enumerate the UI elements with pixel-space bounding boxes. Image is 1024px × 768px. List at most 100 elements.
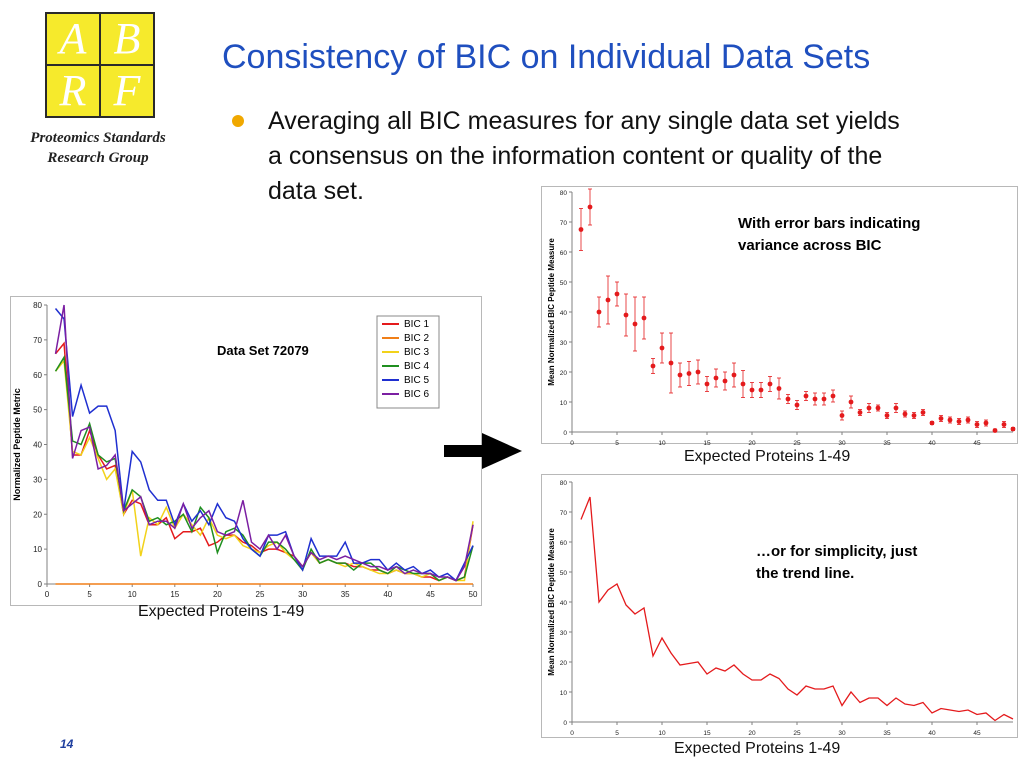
data-point [659,345,665,351]
data-point [974,422,980,427]
data-point [848,399,854,405]
abrf-logo: A B R F [45,12,155,118]
data-point [767,381,773,387]
right-arrow-icon [444,433,522,469]
y-tick-label: 40 [560,600,568,607]
logo-letter-f: F [101,66,153,116]
data-point [731,372,737,378]
left-chart-caption: Expected Proteins 1-49 [138,603,305,620]
bic-line-chart: 0 10 20 30 40 50 60 70 80 0 5 10 15 20 25 30 35 40 45 50 Nor… [10,296,482,606]
x-tick-label: 15 [703,440,711,447]
x-tick-label: 0 [570,440,574,447]
legend-entry: BIC 2 [404,333,429,344]
data-point [587,204,593,210]
data-point [1010,426,1016,432]
data-point [794,402,800,408]
mean-errorbar-chart-svg: 0 10 20 30 40 50 60 70 80 0 5 10 15 20 25 30 35 40 45 Mean … [547,188,1016,447]
errorbar-note-line1: With error bars indicating [738,215,921,232]
data-point [578,227,584,232]
x-tick-label: 15 [703,730,711,737]
logo-letter-r: R [47,66,99,116]
trend-note: …or for simplicity, just the trend line. [756,541,917,585]
bullet-line-1: Averaging all BIC measures for any singl… [268,107,900,135]
data-point [812,396,818,402]
x-tick-label: 5 [615,730,619,737]
org-name-line1: Proteomics Standards [30,130,166,146]
data-point [668,360,674,366]
x-tick-label: 35 [883,730,891,737]
data-point [704,381,710,387]
page-number: 14 [60,737,74,751]
x-tick-label: 45 [426,590,435,599]
data-point [992,428,998,433]
legend-entry: BIC 3 [404,347,429,358]
y-tick-label: 50 [560,570,568,577]
x-tick-label: 25 [793,730,801,737]
data-point [623,312,629,318]
x-tick-label: 20 [748,730,756,737]
data-point [1001,422,1007,427]
series-line-6 [54,304,474,582]
x-tick-label: 10 [128,590,137,599]
data-point [884,413,890,418]
y-tick-label: 10 [560,400,568,407]
data-point [758,387,764,393]
right-bottom-caption: Expected Proteins 1-49 [674,740,841,757]
data-point [749,387,755,393]
x-tick-label: 25 [793,440,801,447]
y-tick-label: 80 [560,190,568,197]
data-point [830,393,836,399]
x-tick-label: 50 [469,590,478,599]
x-tick-label: 40 [383,590,392,599]
chart-title: Data Set 72079 [217,343,309,358]
data-point [713,375,719,381]
y-axis-label: Mean Normalized BIC Peptide Measure [547,528,556,676]
x-tick-label: 45 [973,440,981,447]
x-tick-label: 45 [973,730,981,737]
data-point [938,416,944,421]
bullet-text: Averaging all BIC measures for any singl… [268,104,998,209]
x-tick-label: 40 [928,440,936,447]
y-axis-label: Mean Normalized BIC Peptide Measure [547,238,556,386]
data-point [605,297,611,303]
data-point [929,420,935,426]
data-point [839,413,845,418]
data-point [650,363,656,369]
data-point [893,405,899,411]
series-line-1 [580,496,1014,722]
bullet-line-2: a consensus on the information content o… [268,142,883,170]
slide-title: Consistency of BIC on Individual Data Se… [222,38,871,76]
y-tick-label: 20 [560,370,568,377]
y-tick-label: 70 [33,336,42,345]
x-tick-label: 30 [838,440,846,447]
y-tick-label: 40 [560,310,568,317]
y-tick-label: 80 [560,480,568,487]
x-tick-label: 10 [658,440,666,447]
data-point [686,371,692,376]
y-tick-label: 30 [560,630,568,637]
y-axis-label: Normalized Peptide Metric [12,388,22,501]
data-point [695,369,701,375]
data-point [821,396,827,402]
data-point [956,419,962,424]
y-tick-label: 10 [560,690,568,697]
data-point [740,381,746,387]
logo-letter-a: A [47,14,99,64]
data-point [785,396,791,402]
legend-entry: BIC 5 [404,375,429,386]
org-name: Proteomics Standards Research Group [8,128,188,168]
y-tick-label: 0 [38,580,43,589]
y-tick-label: 0 [563,720,567,727]
y-tick-label: 30 [33,475,42,484]
y-tick-label: 20 [560,660,568,667]
mean-errorbar-chart: 0 10 20 30 40 50 60 70 80 0 5 10 15 20 25 30 35 40 45 Mean … [541,186,1018,447]
x-tick-label: 20 [213,590,222,599]
right-top-caption: Expected Proteins 1-49 [684,448,851,465]
y-tick-label: 0 [563,430,567,437]
data-point [866,405,872,411]
data-point [596,309,602,315]
y-tick-label: 60 [560,540,568,547]
x-tick-label: 20 [748,440,756,447]
bullet-line-3: data set. [268,177,364,205]
bic-line-chart-svg: 0 10 20 30 40 50 60 70 80 0 5 10 15 20 25 30 35 40 45 50 Nor… [12,301,478,599]
